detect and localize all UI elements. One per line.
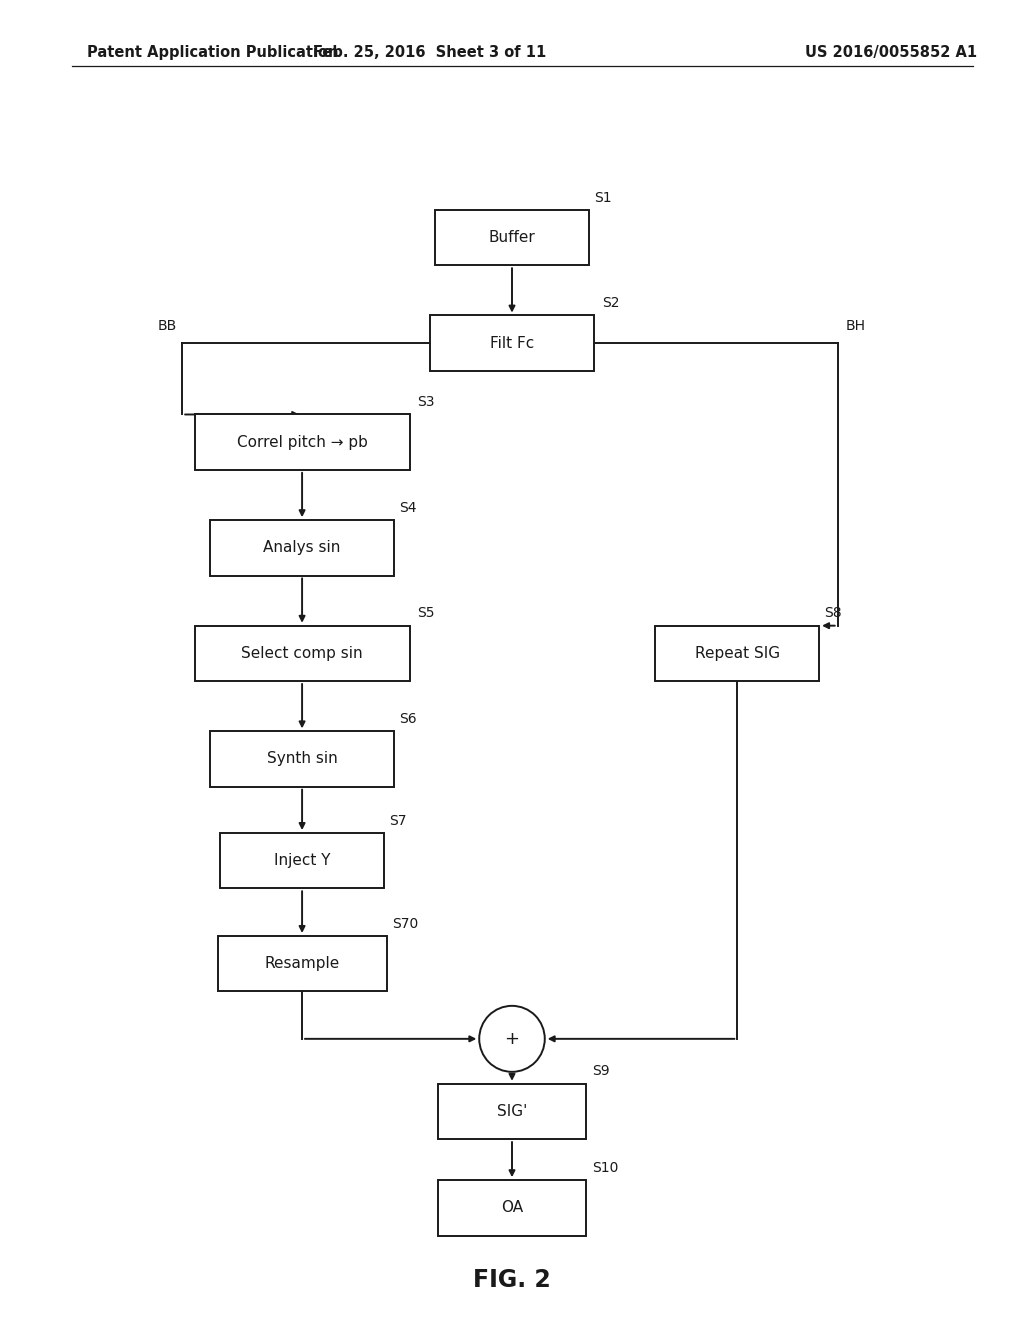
Text: Analys sin: Analys sin: [263, 540, 341, 556]
Ellipse shape: [479, 1006, 545, 1072]
Text: S2: S2: [602, 296, 620, 310]
Text: S8: S8: [824, 606, 842, 620]
Text: S4: S4: [399, 500, 417, 515]
Bar: [438, 1084, 586, 1139]
Bar: [217, 936, 386, 991]
Bar: [438, 1180, 586, 1236]
Text: S3: S3: [417, 395, 434, 409]
Text: Filt Fc: Filt Fc: [489, 335, 535, 351]
Bar: [195, 414, 410, 470]
Bar: [210, 731, 394, 787]
Text: Repeat SIG: Repeat SIG: [694, 645, 780, 661]
Text: Resample: Resample: [264, 956, 340, 972]
Text: US 2016/0055852 A1: US 2016/0055852 A1: [805, 45, 977, 61]
Bar: [435, 210, 589, 265]
Text: S1: S1: [594, 190, 611, 205]
Text: Patent Application Publication: Patent Application Publication: [87, 45, 339, 61]
Bar: [210, 520, 394, 576]
Text: Synth sin: Synth sin: [266, 751, 338, 767]
Text: FIG. 2: FIG. 2: [473, 1269, 551, 1292]
Text: S5: S5: [417, 606, 434, 620]
Text: BH: BH: [846, 318, 866, 333]
Text: Inject Y: Inject Y: [273, 853, 331, 869]
Text: SIG': SIG': [497, 1104, 527, 1119]
Text: S7: S7: [389, 813, 407, 828]
Text: Correl pitch → pb: Correl pitch → pb: [237, 434, 368, 450]
Text: OA: OA: [501, 1200, 523, 1216]
Text: Feb. 25, 2016  Sheet 3 of 11: Feb. 25, 2016 Sheet 3 of 11: [313, 45, 547, 61]
Text: BB: BB: [158, 318, 177, 333]
Text: S70: S70: [392, 916, 419, 931]
Text: Select comp sin: Select comp sin: [242, 645, 362, 661]
Text: S9: S9: [592, 1064, 609, 1078]
Bar: [430, 315, 594, 371]
Text: +: +: [505, 1030, 519, 1048]
Text: Buffer: Buffer: [488, 230, 536, 246]
Bar: [655, 626, 819, 681]
Text: S10: S10: [592, 1160, 618, 1175]
Text: S6: S6: [399, 711, 417, 726]
Bar: [195, 626, 410, 681]
Bar: [220, 833, 384, 888]
